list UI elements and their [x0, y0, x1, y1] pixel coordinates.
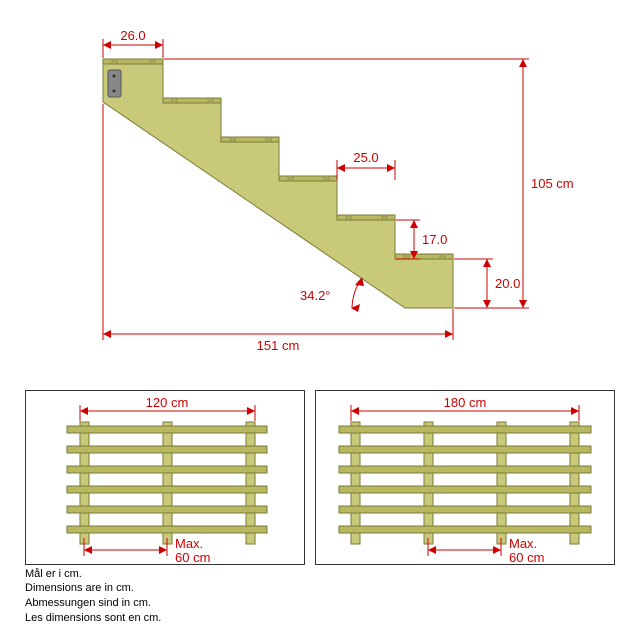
panel-180: 180 cm Max. 60 cm — [315, 390, 615, 565]
panel-120: 120 cm Max. 60 cm — [25, 390, 305, 565]
mounting-plate — [108, 70, 121, 97]
panel-left-max: Max. — [175, 536, 203, 551]
assembly-120 — [67, 422, 267, 544]
dim-120-spacing: Max. 60 cm — [84, 536, 210, 565]
footer-notes: Mål er i cm. Dimensions are in cm. Abmes… — [25, 567, 161, 626]
last-riser-label: 20.0 — [495, 276, 520, 291]
width-label: 151 cm — [257, 338, 300, 353]
riser-label: 17.0 — [422, 232, 447, 247]
dim-riser: 17.0 — [396, 220, 447, 259]
footer-de: Abmessungen sind in cm. — [25, 596, 161, 611]
dim-last-riser: 20.0 — [454, 259, 520, 308]
panel-right-width: 180 cm — [444, 395, 487, 410]
height-label: 105 cm — [531, 176, 574, 191]
dim-angle: 34.2° — [300, 277, 364, 312]
dim-tread: 25.0 — [337, 150, 395, 180]
panel-right-max: Max. — [509, 536, 537, 551]
tread-top-label: 26.0 — [120, 28, 145, 43]
dim-tread-top: 26.0 — [103, 28, 163, 58]
dim-180-width: 180 cm — [351, 395, 579, 421]
stair-diagram: 26.0 25.0 17.0 20.0 105 cm 151 cm — [0, 0, 640, 378]
stair-stringer — [103, 59, 453, 308]
panel-left-spacing: 60 cm — [175, 550, 210, 565]
footer-fr: Les dimensions sont en cm. — [25, 611, 161, 626]
dim-120-width: 120 cm — [80, 395, 255, 421]
panel-right-spacing: 60 cm — [509, 550, 544, 565]
footer-en: Dimensions are in cm. — [25, 581, 161, 596]
tread-label: 25.0 — [353, 150, 378, 165]
angle-label: 34.2° — [300, 288, 331, 303]
assembly-180 — [339, 422, 591, 544]
dim-180-spacing: Max. 60 cm — [428, 536, 544, 565]
footer-da: Mål er i cm. — [25, 567, 161, 582]
panel-left-width: 120 cm — [146, 395, 189, 410]
